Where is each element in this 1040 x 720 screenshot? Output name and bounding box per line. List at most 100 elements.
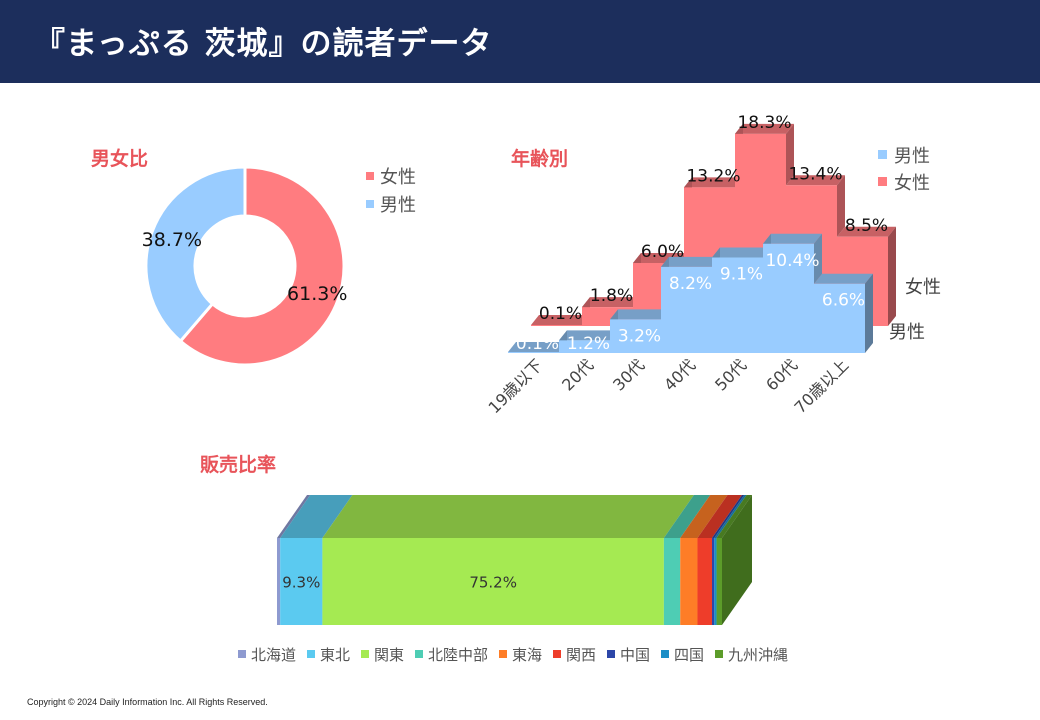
sales-bar-segment-item-4 [680, 538, 698, 625]
sales-bar-top-face [322, 495, 694, 538]
age-tick-label: 50代 [711, 355, 750, 394]
sales-bar-segment-item-6 [712, 538, 715, 625]
sales-bar-top-face [663, 495, 711, 538]
legend-swatch-item-7 [661, 650, 669, 658]
age-data-label: 0.1% [539, 304, 582, 324]
legend-label: 関東 [374, 646, 404, 664]
sales-data-label: 9.3% [282, 574, 320, 592]
female-series-top-face [735, 123, 794, 134]
legend-label: 中国 [620, 646, 650, 664]
age-data-label: 8.2% [669, 274, 712, 294]
age-tick-label: 19歳以下 [485, 355, 547, 417]
sales-bar-top-face [716, 495, 752, 538]
age-data-label: 13.2% [686, 166, 740, 186]
female-series-front-face [531, 133, 888, 326]
age-axis-label: 女性 [905, 277, 941, 298]
age-data-label: 10.4% [765, 251, 819, 271]
legend-label: 男性 [894, 146, 930, 167]
gender-chart-title: 男女比 [91, 148, 149, 170]
legend-swatch-item-8 [715, 650, 723, 658]
legend-swatch-item-1 [307, 650, 315, 658]
female-series-step-face [684, 177, 692, 263]
sales-bar-top-face [712, 495, 745, 538]
age-data-label: 6.6% [822, 291, 865, 311]
legend-swatch-item-2 [361, 650, 369, 658]
legend-swatch-item-5 [553, 650, 561, 658]
copyright-text: Copyright © 2024 Daily Information Inc. … [27, 697, 268, 707]
female-series-top-face [582, 297, 641, 308]
legend-swatch-female [366, 172, 374, 180]
male-series-front-face [508, 243, 865, 353]
legend-label: 九州沖縄 [728, 646, 788, 664]
sales-bar-segment-item-5 [697, 538, 713, 625]
legend-label: 東北 [320, 646, 350, 664]
legend-swatch-female [878, 177, 887, 186]
female-series-side-face [888, 226, 896, 326]
sales-chart-title: 販売比率 [200, 454, 277, 476]
male-series-step-face [763, 233, 771, 258]
legend-swatch-male [878, 150, 887, 159]
sales-bar-segment-item-7 [714, 538, 717, 625]
female-series-step-face [633, 253, 641, 308]
donut-slice-female [178, 165, 346, 367]
sales-bar-top-face [680, 495, 728, 538]
sales-bar-segment-item-3 [663, 538, 681, 625]
sales-bar-top-face [280, 495, 353, 538]
male-series-step-face [814, 233, 822, 284]
legend-label: 四国 [674, 646, 704, 664]
legend-label: 北陸中部 [428, 646, 488, 664]
legend-label: 男性 [380, 195, 416, 216]
age-tick-label: 30代 [609, 355, 648, 394]
female-series-step-face [837, 175, 845, 237]
page-title: 『まっぷる 茨城』の読者データ [34, 26, 493, 62]
legend-label: 女性 [894, 173, 930, 194]
age-data-label: 1.8% [590, 286, 633, 306]
age-data-label: 13.4% [788, 164, 842, 184]
donut-slice-male [144, 165, 247, 344]
legend-swatch-item-4 [499, 650, 507, 658]
sales-bar-segment-item-8 [716, 538, 722, 625]
sales-bar-segment-item-1 [280, 538, 323, 625]
sales-bar-top-face [277, 495, 311, 538]
donut-data-label: 61.3% [287, 283, 347, 305]
sales-bar-side-face [722, 495, 752, 625]
male-series-top-face [508, 341, 567, 352]
age-data-label: 8.5% [845, 216, 888, 236]
legend-swatch-item-0 [238, 650, 246, 658]
male-series-top-face [559, 330, 618, 341]
age-data-label: 0.1% [516, 334, 559, 354]
female-series-step-face [735, 123, 743, 188]
legend-swatch-item-6 [607, 650, 615, 658]
sales-bar-segment-item-0 [277, 538, 281, 625]
age-axis-label: 男性 [889, 322, 925, 343]
legend-label: 関西 [566, 646, 596, 664]
sales-bar-top-face [697, 495, 743, 538]
female-series-top-face [684, 177, 743, 188]
female-series-top-face [786, 175, 845, 186]
female-series-step-face [582, 297, 590, 325]
male-series-step-face [610, 309, 618, 341]
female-series-top-face [837, 226, 896, 237]
legend-label: 女性 [380, 167, 416, 188]
sales-bar-top-face [714, 495, 747, 538]
sales-bar-segment-item-2 [322, 538, 664, 625]
male-series-side-face [865, 273, 873, 353]
donut-data-label: 38.7% [142, 229, 202, 251]
male-series-top-face [814, 273, 873, 284]
male-series-step-face [559, 330, 567, 352]
female-series-step-face [786, 123, 794, 186]
age-data-label: 9.1% [720, 264, 763, 284]
male-series-top-face [763, 233, 822, 244]
female-series-top-face [531, 314, 590, 325]
male-series-step-face [712, 247, 720, 267]
age-data-label: 1.2% [567, 334, 610, 354]
male-series-top-face [712, 247, 771, 258]
age-tick-label: 40代 [660, 355, 699, 394]
legend-label: 東海 [512, 646, 542, 664]
male-series-top-face [610, 309, 669, 320]
age-tick-label: 70歳以上 [791, 355, 853, 417]
age-tick-label: 20代 [558, 355, 597, 394]
age-tick-label: 60代 [762, 355, 801, 394]
